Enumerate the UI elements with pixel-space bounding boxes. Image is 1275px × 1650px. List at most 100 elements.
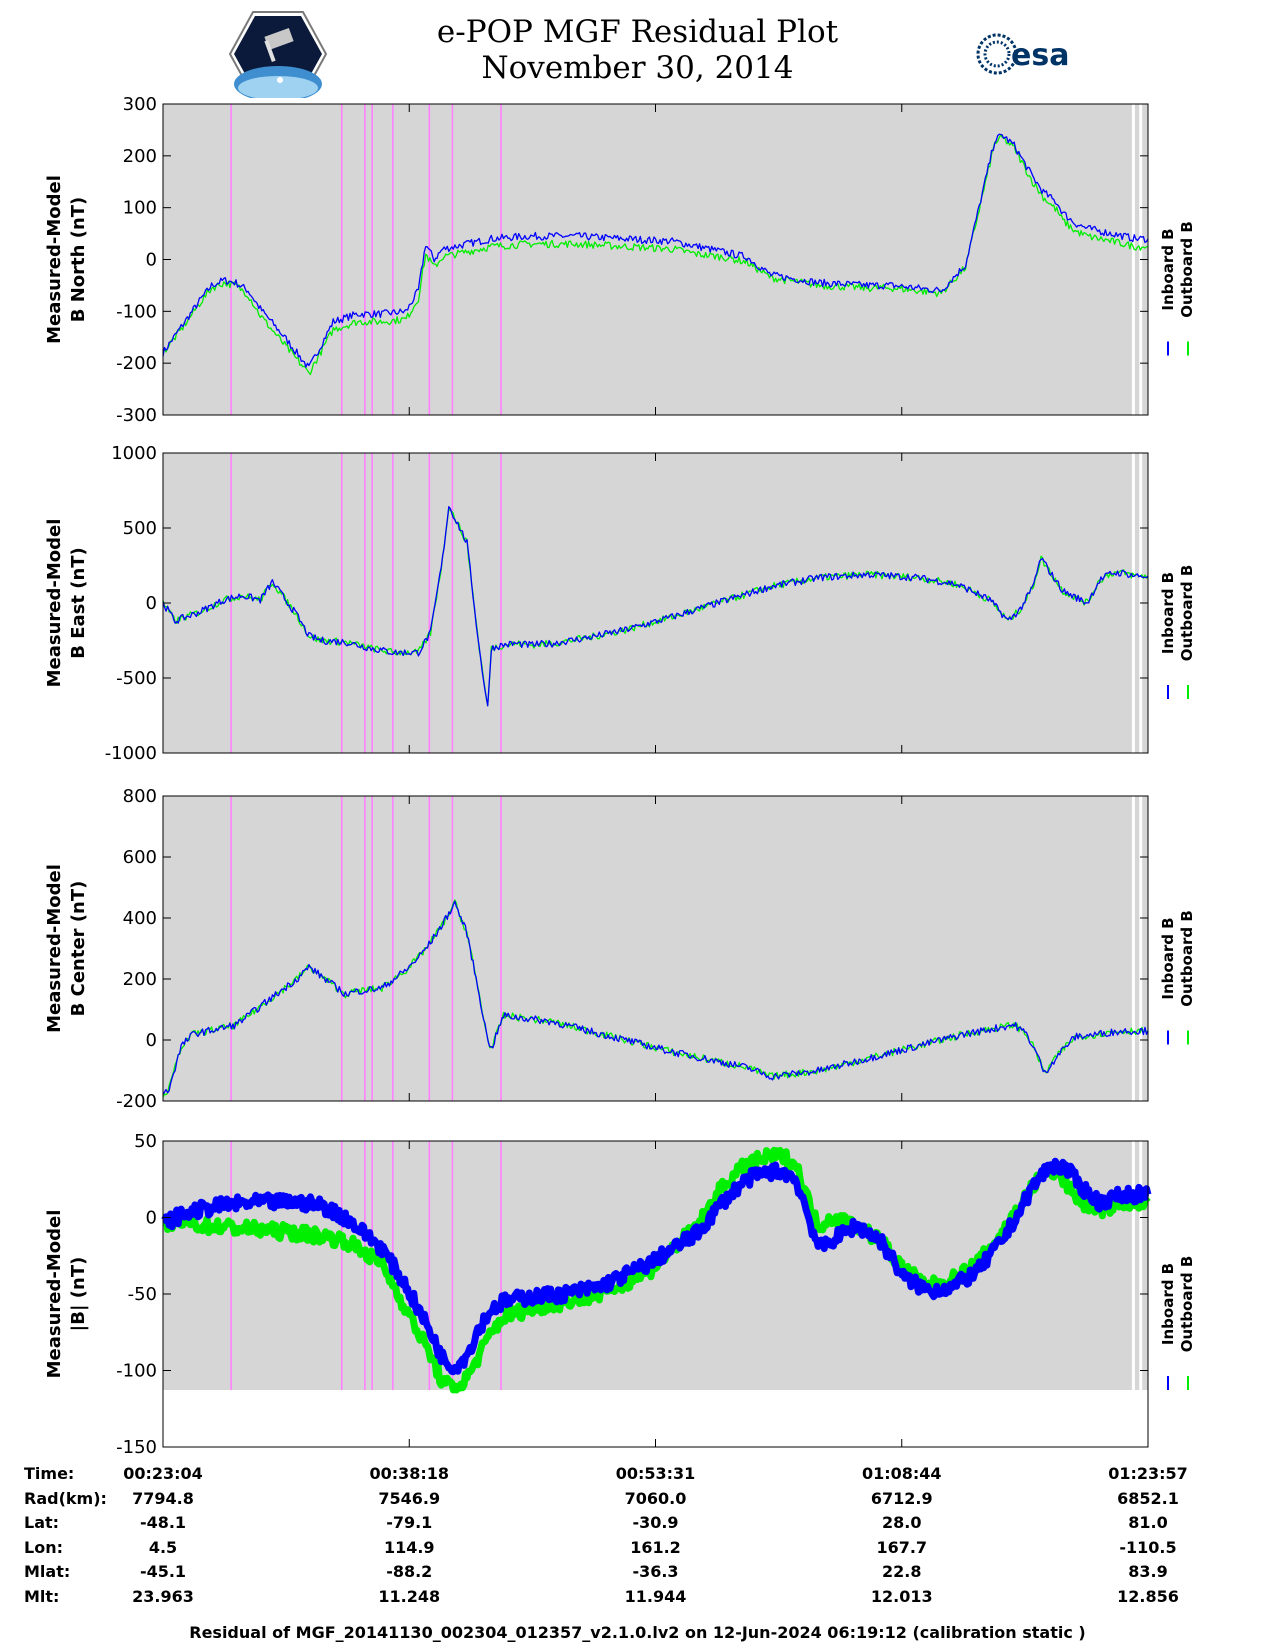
info-row: Mlt: 23.963 11.248 11.944 12.013 12.856 <box>0 1587 1275 1611</box>
legend-outboard-label: Outboard B <box>1178 565 1196 662</box>
info-row-label: Time: <box>24 1464 75 1483</box>
y-tick-label: -1000 <box>105 743 157 764</box>
info-cell: 01:08:44 <box>861 1464 942 1483</box>
info-cell: -45.1 <box>139 1562 187 1581</box>
info-cell: 23.963 <box>132 1586 194 1606</box>
y-axis-label-line: Measured-Model <box>44 175 65 344</box>
y-tick-label: -100 <box>116 301 157 322</box>
y-tick-label: -100 <box>116 1361 157 1382</box>
info-cell: 01:23:57 <box>1108 1464 1188 1483</box>
info-cell: 12.856 <box>1117 1586 1179 1606</box>
info-cell: 4.5 <box>148 1537 178 1557</box>
info-cell: 7794.8 <box>132 1488 194 1508</box>
info-cell: 12.013 <box>870 1586 933 1606</box>
footer-caption: Residual of MGF_20141130_002304_012357_v… <box>189 1623 1086 1642</box>
info-cell: 7546.9 <box>378 1488 441 1508</box>
plot-background <box>163 796 1148 1101</box>
plot-background <box>163 104 1148 415</box>
cassiope-logo <box>228 11 328 98</box>
legend-inboard-label: Inboard B <box>1159 572 1177 654</box>
info-row: Lon: 4.5 114.9 161.2 167.7 -110.5 <box>0 1538 1275 1562</box>
esa-logo-text: esa <box>1011 38 1069 73</box>
y-axis-label: Measured-Model B North (nT) <box>44 175 89 344</box>
y-tick-label: -50 <box>128 1284 157 1305</box>
legend: Inboard B Outboard B <box>1159 910 1196 1045</box>
legend-inboard-label: Inboard B <box>1159 1263 1177 1345</box>
y-axis-label: Measured-Model B East (nT) <box>44 519 89 688</box>
panel-4: -150 -100 -50 0 50 Measured-Model |B| (nT) Inbo… <box>44 1131 1196 1458</box>
legend-outboard-label: Outboard B <box>1178 910 1196 1007</box>
y-axis-label-line: Measured-Model <box>44 519 65 688</box>
y-axis-label: Measured-Model |B| (nT) <box>44 1210 89 1379</box>
y-axis-label: Measured-Model B Center (nT) <box>44 864 89 1033</box>
info-cell: -79.1 <box>386 1513 433 1532</box>
info-cell: 22.8 <box>882 1562 922 1581</box>
info-cell: 161.2 <box>630 1537 681 1557</box>
info-row-label: Mlt: <box>24 1586 60 1606</box>
y-axis-label-line: B North (nT) <box>68 197 89 323</box>
info-row-label: Rad(km): <box>24 1488 107 1508</box>
y-tick-label: 100 <box>123 198 157 219</box>
info-row: Mlat: -45.1 -88.2 -36.3 22.8 83.9 <box>0 1562 1275 1586</box>
info-cell: 114.9 <box>383 1537 435 1557</box>
y-tick-label: 1000 <box>111 443 157 464</box>
info-cell: 6852.1 <box>1117 1488 1179 1508</box>
y-tick-label: -300 <box>116 405 157 426</box>
y-tick-label: -200 <box>116 1091 157 1112</box>
legend-inboard-label: Inboard B <box>1159 917 1177 999</box>
info-row-label: Mlat: <box>24 1562 71 1581</box>
info-cell: 00:38:18 <box>369 1464 450 1483</box>
info-row-label: Lon: <box>24 1537 63 1557</box>
series-line-inboard <box>162 133 1149 368</box>
info-cell: 7060.0 <box>624 1488 687 1508</box>
y-axis-label-line: Measured-Model <box>44 1210 65 1379</box>
info-cell: 81.0 <box>1128 1513 1168 1532</box>
y-axis-label-line: B East (nT) <box>68 547 89 659</box>
y-tick-label: -500 <box>116 668 157 689</box>
y-tick-label: 200 <box>123 146 157 167</box>
info-cell: -88.2 <box>386 1562 433 1581</box>
series-line-outboard <box>162 134 1149 376</box>
legend-outboard-label: Outboard B <box>1178 1256 1196 1353</box>
info-cell: 00:23:04 <box>123 1464 203 1483</box>
info-cell: 00:53:31 <box>615 1464 696 1483</box>
y-tick-label: 0 <box>146 250 157 271</box>
series-line-inboard <box>161 1157 1152 1376</box>
title-line-1: e-POP MGF Residual Plot <box>436 14 839 50</box>
plot-title: e-POP MGF Residual Plot November 30, 201… <box>0 14 1275 86</box>
y-tick-label: 200 <box>123 969 157 990</box>
series-line-inboard <box>162 900 1149 1095</box>
panel-3: -200 0 200 400 600 800 Measured-Model B Center … <box>44 786 1196 1112</box>
y-tick-label: -150 <box>116 1437 157 1458</box>
legend: Inboard B Outboard B <box>1159 1256 1196 1390</box>
y-tick-label: 600 <box>123 847 157 868</box>
info-cell: -110.5 <box>1119 1537 1177 1557</box>
info-cell: 28.0 <box>882 1513 922 1532</box>
info-row-label: Lat: <box>24 1513 60 1532</box>
orbit-info-table: Time: 00:23:04 00:38:18 00:53:31 01:08:44 01:… <box>0 1464 1275 1624</box>
info-cell: 167.7 <box>876 1537 928 1557</box>
legend: Inboard B Outboard B <box>1159 221 1196 356</box>
y-tick-label: 0 <box>146 1208 157 1229</box>
y-tick-label: 500 <box>123 518 157 539</box>
info-cell: -36.3 <box>632 1562 679 1581</box>
y-tick-label: 300 <box>123 94 157 115</box>
y-tick-label: 50 <box>134 1131 157 1152</box>
info-cell: -30.9 <box>632 1513 679 1532</box>
legend: Inboard B Outboard B <box>1159 565 1196 699</box>
y-axis-label-line: Measured-Model <box>44 864 65 1033</box>
y-tick-label: 0 <box>146 593 157 614</box>
y-tick-label: 800 <box>123 786 157 807</box>
info-cell: -48.1 <box>139 1513 187 1532</box>
series-line-outboard <box>161 1146 1151 1394</box>
info-row: Time: 00:23:04 00:38:18 00:53:31 01:08:44 01:… <box>0 1464 1275 1488</box>
y-tick-label: 400 <box>123 908 157 929</box>
info-cell: 6712.9 <box>870 1488 933 1508</box>
y-axis-label-line: B Center (nT) <box>68 881 89 1017</box>
plot-background <box>163 453 1148 753</box>
series-line-inboard <box>162 505 1149 707</box>
esa-logo: esa <box>976 33 1069 75</box>
info-cell: 83.9 <box>1128 1562 1168 1581</box>
legend-outboard-label: Outboard B <box>1178 221 1196 318</box>
